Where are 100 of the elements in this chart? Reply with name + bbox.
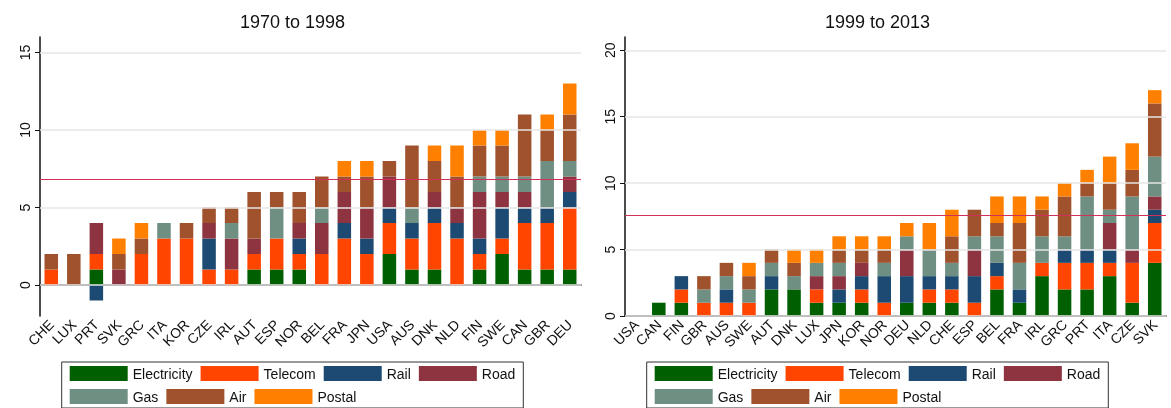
bar	[1102, 262, 1117, 277]
bar	[472, 130, 487, 146]
bar	[854, 289, 869, 303]
bar	[247, 254, 261, 270]
bar	[427, 192, 442, 208]
bar	[360, 207, 374, 239]
bar	[719, 262, 734, 277]
bar	[1080, 262, 1094, 290]
bar	[315, 223, 329, 254]
bar	[832, 302, 846, 316]
bar	[764, 276, 779, 290]
bar	[179, 238, 194, 285]
bar	[1125, 262, 1139, 303]
bar	[360, 238, 374, 254]
bar	[1035, 196, 1049, 210]
bar	[832, 289, 846, 303]
bar	[1102, 183, 1117, 210]
bar	[764, 289, 779, 316]
bar	[1012, 262, 1027, 290]
bar	[832, 249, 846, 263]
bar	[202, 223, 216, 239]
legend-label: Gas	[717, 388, 744, 405]
bar	[337, 192, 352, 223]
bar	[809, 276, 824, 290]
bar	[67, 254, 81, 285]
bar	[787, 262, 801, 277]
bar	[405, 238, 419, 270]
bar	[495, 176, 509, 192]
y-tick-label: 15	[17, 44, 33, 61]
bar	[945, 289, 959, 303]
bar	[900, 302, 914, 316]
bar	[990, 289, 1004, 316]
bar	[450, 223, 464, 239]
bar	[360, 161, 374, 177]
bar	[224, 223, 239, 239]
bar	[809, 289, 824, 303]
bar	[44, 254, 59, 270]
bar	[472, 238, 487, 254]
bar	[1057, 196, 1072, 237]
bar	[472, 254, 487, 270]
bar	[562, 207, 577, 270]
bar	[112, 238, 126, 254]
bar	[360, 254, 374, 285]
bar	[292, 254, 306, 270]
legend-label: Telecom	[848, 365, 901, 382]
legend-label: Telecom	[263, 365, 316, 382]
bar	[495, 254, 509, 285]
y-tick-label: 0	[17, 280, 33, 289]
bar	[292, 238, 306, 254]
bar	[495, 192, 509, 208]
bar	[1035, 262, 1049, 277]
bar	[967, 276, 982, 303]
bar	[517, 192, 532, 208]
bar	[495, 238, 509, 254]
bar	[922, 249, 937, 277]
bar	[247, 192, 261, 239]
bar	[450, 238, 464, 285]
bar	[967, 209, 982, 237]
bar	[900, 276, 914, 303]
bar	[1102, 156, 1117, 184]
bar	[832, 262, 846, 277]
bar	[900, 236, 914, 250]
bar	[877, 302, 891, 316]
bar	[427, 223, 442, 270]
bar	[719, 289, 734, 303]
bar	[89, 223, 104, 254]
bar	[495, 207, 509, 239]
bar	[562, 161, 577, 177]
y-tick-label: 15	[602, 108, 618, 125]
bar	[787, 276, 801, 290]
bar	[922, 223, 937, 250]
bar	[652, 302, 666, 316]
y-tick-label: 20	[602, 42, 618, 59]
bar	[202, 207, 216, 223]
bar	[315, 254, 329, 285]
legend-label: Road	[481, 365, 516, 382]
bar	[450, 207, 464, 223]
bar	[269, 238, 284, 270]
bar	[900, 223, 914, 237]
bar	[1035, 209, 1049, 237]
bar	[945, 262, 959, 277]
bar	[1035, 236, 1049, 263]
bar	[157, 238, 171, 285]
bar	[202, 269, 216, 285]
bar	[382, 161, 397, 177]
chart-title: 1999 to 2013	[824, 12, 931, 32]
bar	[832, 236, 846, 250]
bar	[1147, 196, 1162, 210]
bar	[1102, 276, 1117, 316]
bar	[247, 238, 261, 254]
legend-label: Air	[814, 388, 832, 405]
bar	[382, 254, 397, 285]
bar	[1080, 196, 1094, 250]
bar	[1057, 289, 1072, 316]
bar	[540, 130, 554, 161]
bar	[1102, 223, 1117, 250]
bar	[697, 276, 711, 290]
bar	[134, 254, 149, 285]
bar	[1012, 223, 1027, 263]
bar	[922, 289, 937, 303]
